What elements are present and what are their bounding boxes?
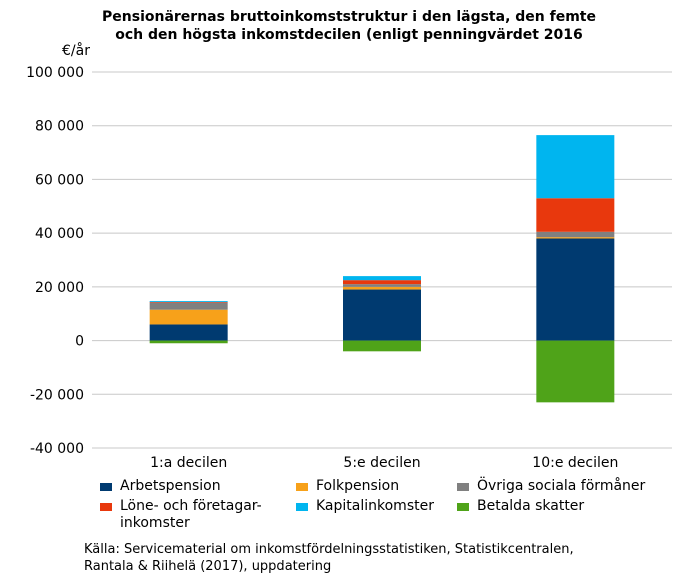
legend-item: Övriga sociala förmåner: [457, 478, 645, 495]
source-note: Källa: Servicematerial om inkomstfördeln…: [84, 541, 684, 575]
bar-segment: [343, 289, 421, 341]
legend-label: Övriga sociala förmåner: [477, 478, 646, 494]
bar-segment: [149, 309, 228, 325]
bar-segment: [343, 286, 421, 290]
bar-segment: [536, 237, 615, 239]
chart-title-line-2: och den högsta inkomstdecilen (enligt pe…: [115, 27, 583, 43]
bar-segment: [149, 324, 228, 341]
x-tick-label: 10:e decilen: [532, 455, 618, 471]
y-tick-label: 20 000: [35, 280, 84, 296]
bar-segment: [536, 231, 615, 238]
legend-label: Betalda skatter: [477, 498, 585, 514]
y-tick-label: 40 000: [35, 226, 84, 242]
bar-segment: [343, 280, 421, 285]
y-tick-label: 0: [75, 334, 84, 350]
legend-swatch: [457, 483, 469, 491]
legend-swatch: [100, 503, 112, 511]
legend-item: Löne- och företagar- inkomster: [100, 498, 262, 532]
x-tick-label: 1:a decilen: [150, 455, 227, 471]
y-tick-label: 100 000: [26, 65, 84, 81]
legend-item: Folkpension: [296, 478, 399, 495]
bar-segment: [149, 301, 228, 303]
bar-segment: [149, 340, 228, 344]
bar-segment: [149, 302, 228, 310]
bar-segment: [343, 340, 421, 352]
y-axis-unit-label: €/år: [62, 43, 90, 59]
bar-segment: [536, 135, 615, 199]
legend-swatch: [100, 483, 112, 491]
stacked-bar-chart: -40 000 -20 000 0 20 000 40 000 60 000 80 000 1…: [26, 65, 672, 471]
chart-title-line-1: Pensionärernas bruttoinkomststruktur i d…: [102, 9, 596, 25]
x-tick-label: 5:e decilen: [343, 455, 420, 471]
legend-item: Arbetspension: [100, 478, 221, 495]
y-tick-label: -20 000: [30, 387, 84, 403]
bar-segment: [536, 198, 615, 232]
legend-swatch: [296, 503, 308, 511]
legend-swatch: [296, 483, 308, 491]
y-tick-label: 80 000: [35, 119, 84, 135]
bar-segment: [343, 276, 421, 281]
legend-item: Kapitalinkomster: [296, 498, 434, 515]
legend-label: Folkpension: [316, 478, 400, 494]
legend-label: Löne- och företagar- inkomster: [120, 498, 262, 531]
legend-swatch: [457, 503, 469, 511]
y-tick-label: 60 000: [35, 172, 84, 188]
legend-label: Arbetspension: [120, 478, 221, 494]
legend-item: Betalda skatter: [457, 498, 584, 515]
legend-label: Kapitalinkomster: [316, 498, 434, 514]
source-line-2: Rantala & Riihelä (2017), uppdatering: [84, 559, 332, 574]
source-line-1: Källa: Servicematerial om inkomstfördeln…: [84, 542, 574, 557]
bar-segment: [343, 284, 421, 287]
bar-segment: [536, 340, 615, 403]
chart-title: Pensionärernas bruttoinkomststruktur i d…: [0, 8, 698, 44]
bar-segment: [149, 302, 228, 303]
bar-segment: [536, 238, 615, 341]
y-tick-label: -40 000: [30, 441, 84, 457]
